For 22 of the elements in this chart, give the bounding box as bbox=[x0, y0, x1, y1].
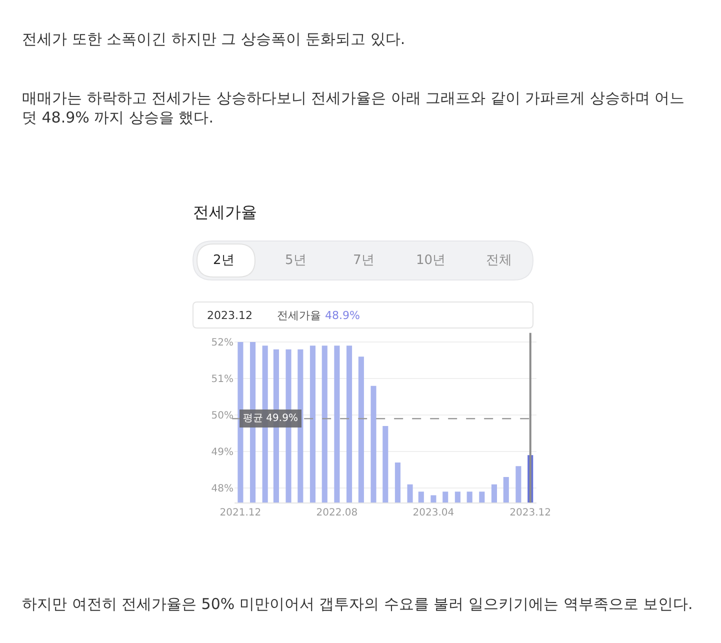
x-tick-label: 2023.04 bbox=[412, 508, 454, 519]
y-tick-label: 49% bbox=[211, 447, 234, 458]
text: 매매가는 하락하고 전세가는 상승하다보니 전세가율은 아래 그래프와 같이 가파르게 상승하며 어느덧 48.9% 까지 상승을 했다. bbox=[22, 89, 685, 126]
text: 전체 bbox=[486, 253, 512, 268]
text: 48.9% bbox=[325, 309, 360, 322]
ref-line-label: 평균 49.9% bbox=[243, 413, 298, 424]
text: 2023.12 bbox=[207, 309, 252, 322]
x-tick-label: 2023.12 bbox=[510, 508, 552, 519]
chart-title: 전세가율 bbox=[193, 202, 257, 222]
text: 2년 bbox=[213, 253, 234, 268]
y-tick-label: 51% bbox=[211, 374, 234, 386]
text: 5년 bbox=[285, 253, 306, 268]
x-tick-label: 2021.12 bbox=[220, 508, 262, 519]
text: 전세가 또한 소폭이긴 하지만 그 상승폭이 둔화되고 있다. bbox=[22, 30, 406, 48]
y-tick-label: 52% bbox=[211, 338, 234, 349]
x-tick-label: 2022.08 bbox=[316, 508, 358, 519]
y-tick-label: 48% bbox=[211, 484, 234, 494]
text: 7년 bbox=[353, 253, 374, 268]
text: 10년 bbox=[416, 253, 446, 268]
text: 하지만 여전히 전세가율은 50% 미만이어서 갭투자의 수요를 불러 일으키기에는 역부족으로 보인다. bbox=[22, 595, 693, 613]
text: 전세가율 bbox=[277, 309, 321, 322]
y-tick-label: 50% bbox=[211, 410, 234, 422]
